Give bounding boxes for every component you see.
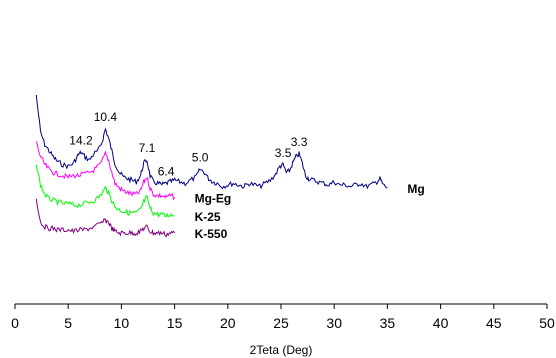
- series-label-layer: Mg Mg-Eg K-25 K-550: [195, 182, 425, 241]
- peak-label: 14.2: [69, 133, 93, 147]
- peak-label-layer: 14.210.4 7.16.4 5.0 3.53.3: [69, 110, 307, 178]
- x-tick-label: 30: [326, 315, 342, 331]
- series-layer: [35, 94, 388, 238]
- x-tick-label: 50: [539, 315, 555, 331]
- x-tick-label: 35: [380, 315, 396, 331]
- x-tick-label: 15: [167, 315, 183, 331]
- peak-label: 3.5: [275, 146, 292, 160]
- x-tick-label: 0: [11, 315, 19, 331]
- x-tick-label: 5: [64, 315, 72, 331]
- series-label-mg: Mg: [407, 182, 424, 196]
- x-tick-layer: 0 5 10 15 20 25 30 35 40 45 50: [11, 304, 555, 331]
- x-tick-label: 20: [220, 315, 236, 331]
- peak-label: 7.1: [139, 141, 156, 155]
- series-label-mg-eg: Mg-Eg: [195, 191, 232, 205]
- peak-label: 3.3: [291, 135, 308, 149]
- series-label-k-25: K-25: [195, 210, 221, 224]
- peak-label: 5.0: [192, 150, 209, 164]
- series-line-k-550: [35, 198, 176, 238]
- peak-label: 10.4: [94, 110, 118, 124]
- x-tick-label: 25: [273, 315, 289, 331]
- series-label-k-550: K-550: [195, 227, 228, 241]
- x-tick-label: 45: [486, 315, 502, 331]
- series-line-k-25: [35, 164, 175, 218]
- x-tick-label: 40: [433, 315, 449, 331]
- series-line-mg: [35, 94, 388, 190]
- x-tick-label: 10: [114, 315, 130, 331]
- x-axis-label: 2Teta (Deg): [250, 343, 313, 357]
- peak-label: 6.4: [158, 164, 175, 178]
- series-line-mg-eg: [35, 141, 176, 201]
